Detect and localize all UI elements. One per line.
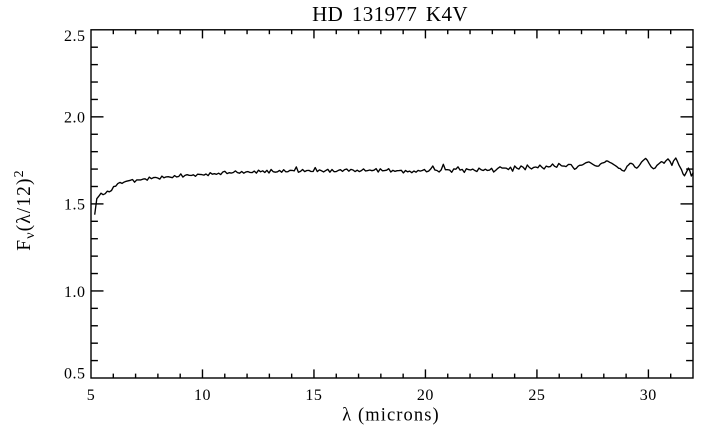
svg-text:1.5: 1.5 [64,197,86,214]
svg-text:20: 20 [417,387,434,404]
svg-text:2.0: 2.0 [64,110,86,127]
svg-text:25: 25 [528,387,545,404]
svg-text:30: 30 [640,387,657,404]
svg-text:10: 10 [194,387,211,404]
svg-text:2.5: 2.5 [64,28,86,45]
svg-text:1.0: 1.0 [64,284,86,301]
svg-text:λ (microns): λ (microns) [342,406,440,426]
svg-text:HD 131977 K4V: HD 131977 K4V [312,2,468,26]
svg-text:15: 15 [305,387,322,404]
svg-text:5: 5 [87,387,96,404]
svg-text:0.5: 0.5 [64,365,86,382]
